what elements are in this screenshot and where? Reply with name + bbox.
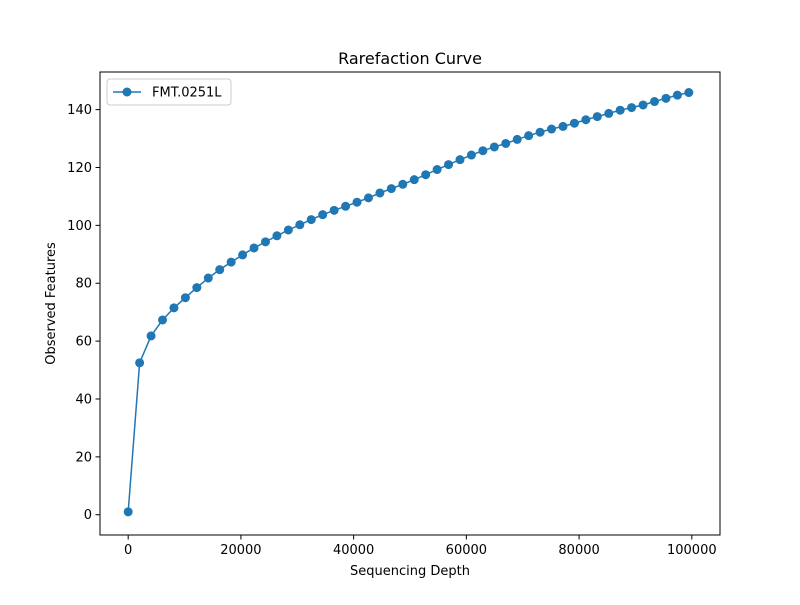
- data-point: [547, 124, 557, 134]
- data-point: [192, 283, 202, 293]
- data-point: [226, 257, 236, 267]
- x-tick-label: 100000: [667, 543, 717, 558]
- legend-marker-swatch: [122, 87, 132, 97]
- data-point: [615, 105, 625, 115]
- y-tick-label: 40: [75, 392, 92, 407]
- data-point: [352, 197, 362, 207]
- legend-box: [106, 78, 232, 106]
- data-point: [569, 118, 579, 128]
- data-point: [375, 188, 385, 198]
- data-point: [386, 184, 396, 194]
- y-axis-label: Observed Features: [44, 242, 59, 365]
- data-point: [409, 175, 419, 185]
- x-tick-label: 80000: [558, 543, 599, 558]
- data-point: [329, 205, 339, 215]
- data-point: [512, 134, 522, 144]
- data-point: [318, 210, 328, 220]
- data-point: [672, 90, 682, 100]
- x-tick-label: 20000: [220, 543, 261, 558]
- data-point: [684, 88, 694, 98]
- data-point: [272, 231, 282, 241]
- y-tick-label: 140: [67, 103, 92, 118]
- data-point: [260, 237, 270, 247]
- data-point: [146, 331, 156, 341]
- data-point: [398, 179, 408, 189]
- data-point: [363, 193, 373, 203]
- data-point: [421, 170, 431, 180]
- plot-area: [123, 88, 694, 517]
- data-point: [249, 243, 259, 253]
- y-tick-label: 80: [75, 277, 92, 292]
- data-point: [180, 293, 190, 303]
- data-point: [295, 220, 305, 230]
- y-tick-label: 60: [75, 335, 92, 350]
- data-point: [283, 225, 293, 235]
- data-point: [627, 103, 637, 113]
- data-point: [215, 265, 225, 275]
- x-tick-label: 0: [124, 543, 132, 558]
- x-tick-label: 40000: [333, 543, 374, 558]
- data-point: [135, 358, 145, 368]
- data-point: [592, 112, 602, 122]
- data-point: [306, 215, 316, 225]
- y-tick-label: 120: [67, 161, 92, 176]
- y-tick-label: 20: [75, 450, 92, 465]
- data-point: [661, 93, 671, 103]
- data-point: [466, 150, 476, 160]
- x-axis-ticks: 0 20000 40000 60000 80000 100000: [124, 535, 717, 558]
- data-point: [638, 100, 648, 110]
- x-tick-label: 60000: [446, 543, 487, 558]
- data-point: [158, 315, 168, 325]
- data-point: [455, 155, 465, 165]
- data-point: [650, 97, 660, 107]
- data-point: [123, 507, 133, 517]
- data-point: [535, 127, 545, 137]
- legend: FMT.0251L: [106, 78, 232, 106]
- data-point: [203, 273, 213, 283]
- data-point: [341, 201, 351, 211]
- y-axis-ticks: 0 20 40 60 80 100 120 140: [67, 103, 100, 523]
- data-point: [169, 303, 179, 313]
- data-point: [558, 121, 568, 131]
- data-point: [444, 160, 454, 170]
- data-point: [501, 138, 511, 148]
- x-axis-label: Sequencing Depth: [350, 564, 470, 579]
- data-point: [604, 108, 614, 118]
- data-point: [489, 142, 499, 152]
- data-point: [478, 146, 488, 156]
- data-point: [581, 115, 591, 125]
- axes-frame: [99, 71, 721, 536]
- y-tick-label: 100: [67, 219, 92, 234]
- data-point: [432, 165, 442, 175]
- data-point: [238, 250, 248, 260]
- data-point: [524, 131, 534, 141]
- y-tick-label: 0: [84, 508, 92, 523]
- chart-title: Rarefaction Curve: [338, 49, 482, 68]
- legend-label-fmt-0251l: FMT.0251L: [152, 86, 222, 101]
